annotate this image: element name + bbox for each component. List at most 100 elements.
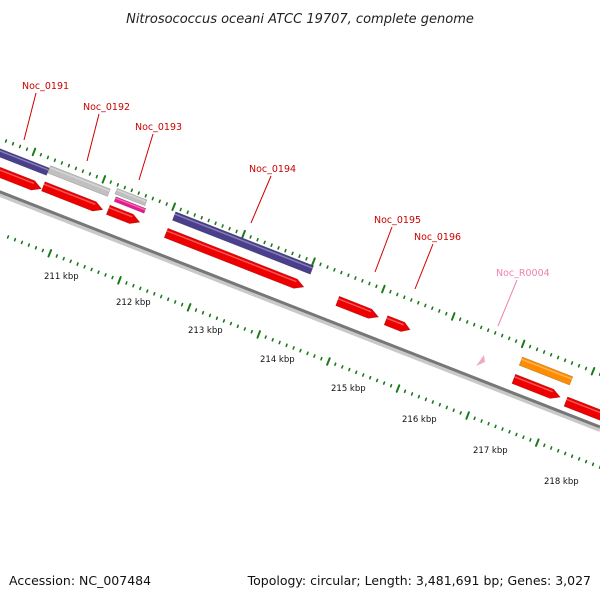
outer-major-tick	[381, 284, 386, 294]
inner-minor-tick	[417, 394, 421, 399]
inner-major-tick	[256, 330, 261, 339]
gene-label-noc-0196[interactable]: Noc_0196	[414, 232, 461, 243]
outer-minor-tick	[291, 251, 294, 256]
gene-label-noc-0192[interactable]: Noc_0192	[83, 102, 130, 113]
inner-minor-tick	[83, 264, 86, 269]
outer-minor-tick	[81, 169, 85, 173]
inner-minor-tick	[222, 319, 226, 323]
outer-minor-tick	[319, 262, 322, 267]
gene-block-noc-0192	[47, 165, 111, 197]
outer-minor-tick	[25, 147, 29, 151]
outer-minor-tick	[298, 254, 301, 259]
inner-minor-tick	[55, 254, 59, 258]
gene-label-noc-r0004[interactable]: Noc_R0004	[496, 268, 550, 279]
outer-minor-tick	[235, 229, 238, 234]
rna-block-noc-r0004	[518, 356, 574, 386]
inner-minor-tick	[487, 421, 490, 426]
gene-label-noc-0191[interactable]: Noc_0191	[22, 81, 69, 92]
inner-major-tick	[535, 438, 540, 447]
outer-minor-tick	[326, 265, 329, 269]
outer-minor-tick	[158, 199, 161, 204]
inner-minor-tick	[229, 321, 233, 326]
position-label-212: 212 kbp	[116, 298, 151, 308]
outer-minor-tick	[438, 309, 441, 313]
outer-minor-tick	[277, 246, 280, 250]
inner-minor-tick	[271, 337, 274, 342]
inner-minor-tick	[382, 381, 386, 385]
outer-minor-tick	[249, 235, 252, 239]
outer-minor-tick	[403, 295, 406, 300]
inner-minor-tick	[34, 246, 38, 250]
leader-line-2	[86, 113, 100, 162]
rna-marker-noc-r0004	[476, 355, 485, 366]
inner-minor-tick	[354, 370, 358, 375]
cds-arrow-noc-0194	[163, 227, 305, 289]
inner-minor-tick	[584, 459, 588, 464]
outer-minor-tick	[109, 180, 112, 184]
inner-minor-tick	[403, 389, 407, 394]
inner-minor-tick	[543, 443, 546, 448]
inner-minor-tick	[104, 273, 107, 277]
inner-minor-tick	[132, 283, 135, 288]
inner-minor-tick	[160, 294, 163, 299]
inner-major-tick	[47, 249, 53, 258]
gene-label-noc-0194[interactable]: Noc_0194	[249, 164, 296, 175]
position-label-216: 216 kbp	[402, 415, 437, 425]
inner-minor-tick	[180, 302, 184, 307]
leader-line-5	[374, 226, 393, 273]
position-label-215: 215 kbp	[331, 384, 366, 394]
inner-minor-tick	[208, 313, 212, 318]
gene-label-noc-0193[interactable]: Noc_0193	[135, 122, 182, 133]
inner-minor-tick	[285, 343, 288, 348]
outer-minor-tick	[165, 202, 168, 206]
outer-minor-tick	[256, 237, 259, 242]
outer-minor-tick	[396, 292, 399, 297]
gene-block-noc-0193-inner	[113, 196, 147, 214]
outer-minor-tick	[549, 352, 553, 357]
inner-minor-tick	[20, 240, 24, 245]
leader-line-7	[497, 279, 518, 327]
inner-minor-tick	[556, 448, 560, 453]
inner-minor-tick	[459, 411, 462, 415]
genome-backbone	[0, 190, 600, 429]
outer-minor-tick	[570, 361, 574, 365]
cds-arrow-noc-0191-highlight	[0, 169, 35, 185]
outer-minor-tick	[123, 185, 126, 190]
outer-minor-tick	[200, 215, 203, 220]
outer-minor-tick	[4, 139, 8, 143]
inner-minor-tick	[299, 348, 302, 353]
outer-minor-tick	[458, 317, 462, 322]
outer-minor-tick	[39, 152, 43, 157]
cds-arrow-noc-0196	[383, 315, 411, 332]
gene-label-noc-0195[interactable]: Noc_0195	[374, 215, 421, 226]
outer-major-tick	[171, 202, 176, 211]
leader-line-3	[138, 133, 154, 181]
inner-minor-tick	[90, 267, 93, 272]
inner-minor-tick	[501, 427, 504, 431]
cds-arrow-noc-0196-highlight	[386, 317, 404, 326]
position-label-213: 213 kbp	[188, 326, 223, 336]
inner-minor-tick	[278, 340, 281, 345]
gene-block-noc-0194-highlight	[174, 213, 313, 269]
inner-minor-tick	[389, 383, 393, 388]
inner-minor-tick	[97, 270, 100, 275]
gene-block-noc-0193-highlight	[116, 189, 147, 203]
outer-minor-tick	[67, 163, 71, 168]
gene-labels: Noc_0191 Noc_0192 Noc_0193 Noc_0194 Noc_…	[22, 81, 550, 279]
outer-minor-tick	[417, 300, 420, 305]
outer-minor-tick	[60, 161, 64, 165]
outer-tick-track	[4, 139, 600, 376]
inner-tick-track	[6, 235, 600, 469]
outer-minor-tick	[263, 240, 266, 245]
accession-text: Accession: NC_007484	[9, 573, 151, 588]
outer-minor-tick	[493, 331, 497, 335]
inner-minor-tick	[174, 300, 177, 304]
position-label-211: 211 kbp	[44, 272, 79, 282]
inner-minor-tick	[111, 275, 114, 280]
leader-line-4	[250, 175, 272, 224]
inner-minor-tick	[549, 446, 553, 450]
outer-minor-tick	[88, 172, 92, 176]
outer-minor-tick	[431, 306, 434, 311]
outer-major-tick	[241, 229, 246, 239]
